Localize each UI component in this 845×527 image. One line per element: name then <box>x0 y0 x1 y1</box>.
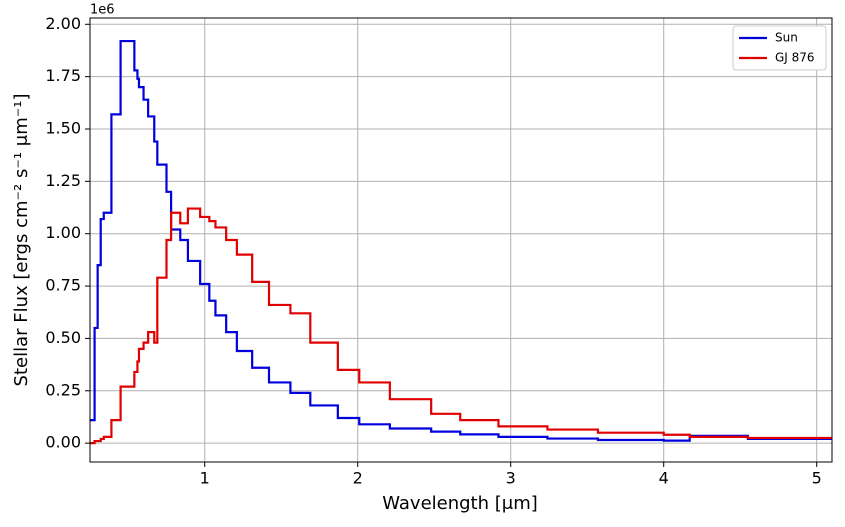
y-tick-label: 1.25 <box>45 171 81 190</box>
legend-label: GJ 876 <box>775 51 815 65</box>
y-tick-label: 0.25 <box>45 380 81 399</box>
y-tick-label: 0.00 <box>45 433 81 452</box>
x-tick-label: 5 <box>812 469 822 488</box>
series-line <box>90 207 832 445</box>
x-tick-label: 2 <box>353 469 363 488</box>
x-tick-label: 4 <box>659 469 669 488</box>
y-tick-label: 0.75 <box>45 276 81 295</box>
x-tick-label: 3 <box>506 469 516 488</box>
x-tick-label: 1 <box>200 469 210 488</box>
y-offset-label: 1e6 <box>90 3 115 18</box>
y-tick-label: 0.50 <box>45 328 81 347</box>
y-tick-label: 1.00 <box>45 223 81 242</box>
y-tick-label: 2.00 <box>45 14 81 33</box>
plot-frame <box>89 17 833 463</box>
y-tick-label: 1.50 <box>45 119 81 138</box>
y-tick-label: 1.75 <box>45 66 81 85</box>
series-line <box>90 39 832 442</box>
y-axis-label: Stellar Flux [ergs cm⁻² s⁻¹ μm⁻¹] <box>11 94 32 387</box>
x-axis-label: Wavelength [μm] <box>382 493 538 514</box>
legend-label: Sun <box>775 31 798 45</box>
